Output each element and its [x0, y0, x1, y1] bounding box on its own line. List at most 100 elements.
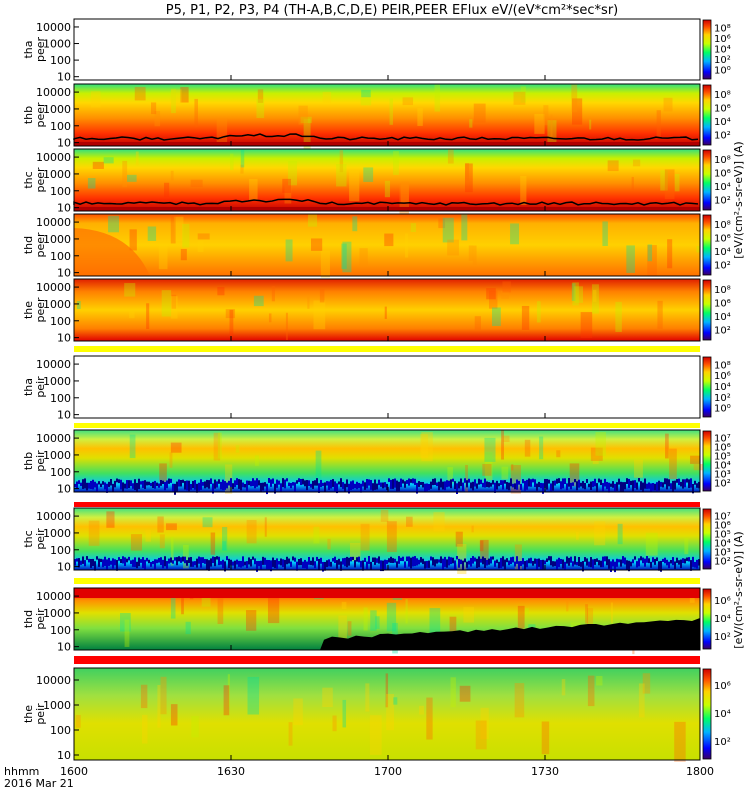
- spectrogram-streak: [634, 459, 643, 478]
- spectrogram-streak: [626, 245, 635, 273]
- spectrogram-streak: [539, 436, 544, 460]
- spectrogram-streak: [140, 684, 148, 709]
- spectrogram-noise: [598, 478, 600, 483]
- y-tick-label: 100: [50, 250, 71, 263]
- spectrogram-noise: [366, 561, 368, 570]
- colorbar-tick-label: 10⁸: [714, 285, 731, 296]
- spectrogram-noise: [188, 557, 190, 564]
- spectrogram-streak: [103, 157, 114, 164]
- spectrogram-noise: [402, 479, 404, 484]
- spectrogram-noise: [542, 483, 544, 494]
- spectrogram-noise: [438, 481, 440, 491]
- x-tick-label-1630: 1630: [217, 765, 245, 778]
- spectrogram-noise: [350, 556, 352, 562]
- spectrogram-noise: [612, 481, 614, 488]
- panel-species-label: peer: [34, 37, 47, 63]
- spectrogram-noise: [204, 559, 206, 564]
- spectrogram-noise: [486, 559, 488, 566]
- spectrogram-noise: [132, 559, 134, 567]
- data-availability-bar: [74, 423, 700, 428]
- spectrogram-noise: [132, 483, 134, 489]
- spectrogram-noise: [330, 561, 332, 567]
- spectrogram-noise: [278, 561, 280, 565]
- spectrogram-noise: [568, 478, 570, 487]
- spectrogram-noise: [118, 479, 120, 484]
- spectrogram-noise: [602, 556, 604, 568]
- spectrogram-noise: [118, 557, 120, 561]
- spectrogram-noise: [238, 560, 240, 567]
- spectrogram-noise: [220, 561, 222, 565]
- spectrogram-streak: [75, 714, 81, 728]
- spectrogram-noise: [674, 561, 676, 570]
- spectrogram-noise: [530, 479, 532, 487]
- spectrogram-noise: [662, 558, 664, 562]
- spectrogram-streak: [217, 432, 222, 459]
- spectrogram-streak: [502, 435, 510, 443]
- spectrogram-noise: [624, 557, 626, 565]
- spectrogram-noise: [400, 478, 402, 488]
- spectrogram-noise: [74, 559, 76, 566]
- spectrogram-noise: [586, 479, 588, 483]
- spectrogram-noise: [386, 483, 388, 491]
- spectrogram-noise: [406, 480, 408, 484]
- spectrogram-noise: [632, 480, 634, 492]
- spectrogram-noise: [552, 480, 554, 491]
- colorbar-tick-label: 10³: [714, 548, 731, 559]
- spectrogram-noise: [558, 478, 560, 484]
- spectrogram-noise: [436, 559, 438, 564]
- spectrogram-noise: [596, 483, 598, 492]
- spectrogram-fill: [74, 668, 700, 760]
- spectrogram-noise: [78, 558, 80, 568]
- spectrogram-noise: [466, 561, 468, 568]
- spectrogram-noise: [660, 560, 662, 572]
- spectrogram-noise: [672, 480, 674, 492]
- spectrogram-noise: [80, 482, 82, 487]
- spectrogram-noise: [548, 556, 550, 561]
- spectrogram-noise: [168, 478, 170, 484]
- spectrogram-streak: [300, 116, 312, 124]
- spectrogram-streak: [514, 683, 525, 718]
- spectrogram-noise: [588, 483, 590, 488]
- spectrogram-noise: [232, 561, 234, 566]
- colorbar-tick-label: 10³: [714, 470, 731, 481]
- spectrogram-noise: [396, 561, 398, 568]
- spectrogram-streak: [617, 523, 623, 545]
- spectrogram-noise: [192, 561, 194, 567]
- spectrogram-noise: [382, 560, 384, 572]
- spectrogram-noise: [378, 556, 380, 564]
- spectrogram-noise: [238, 479, 240, 489]
- spectrogram-noise: [652, 557, 654, 563]
- spectrogram-noise: [550, 483, 552, 492]
- spectrogram-streak: [288, 161, 298, 186]
- spectrogram-streak: [217, 287, 225, 296]
- spectrogram-noise: [80, 560, 82, 565]
- colorbar-tick-label: 10⁰: [714, 404, 731, 415]
- spectrogram-noise: [372, 557, 374, 563]
- spectrogram-noise: [644, 558, 646, 567]
- chart-title: P5, P1, P2, P3, P4 (TH-A,B,C,D,E) PEIR,P…: [166, 3, 619, 18]
- spectrogram-noise: [184, 556, 186, 564]
- spectrogram-streak: [349, 170, 360, 202]
- spectrogram-streak: [120, 613, 131, 632]
- spectrogram-noise: [660, 481, 662, 487]
- spectrogram-noise: [642, 482, 644, 493]
- spectrogram-noise: [306, 561, 308, 570]
- panel-frame: [73, 83, 701, 147]
- spectrogram-noise: [580, 482, 582, 487]
- spectrogram-noise: [404, 561, 406, 568]
- spectrogram-noise: [270, 560, 272, 572]
- spectrogram-noise: [658, 561, 660, 571]
- colorbar-tick-label: 10⁶: [714, 168, 731, 179]
- spectrogram-noise: [616, 558, 618, 567]
- spectrogram-noise: [370, 561, 372, 571]
- spectrogram-noise: [420, 481, 422, 485]
- spectrogram-noise: [478, 556, 480, 568]
- spectrogram-streak: [592, 451, 599, 465]
- spectrogram-noise: [198, 556, 200, 564]
- spectrogram-noise: [250, 481, 252, 487]
- spectrogram-streak: [130, 534, 143, 551]
- spectrogram-streak: [170, 296, 178, 319]
- spectrogram-noise: [592, 559, 594, 569]
- spectrogram-noise: [116, 560, 118, 571]
